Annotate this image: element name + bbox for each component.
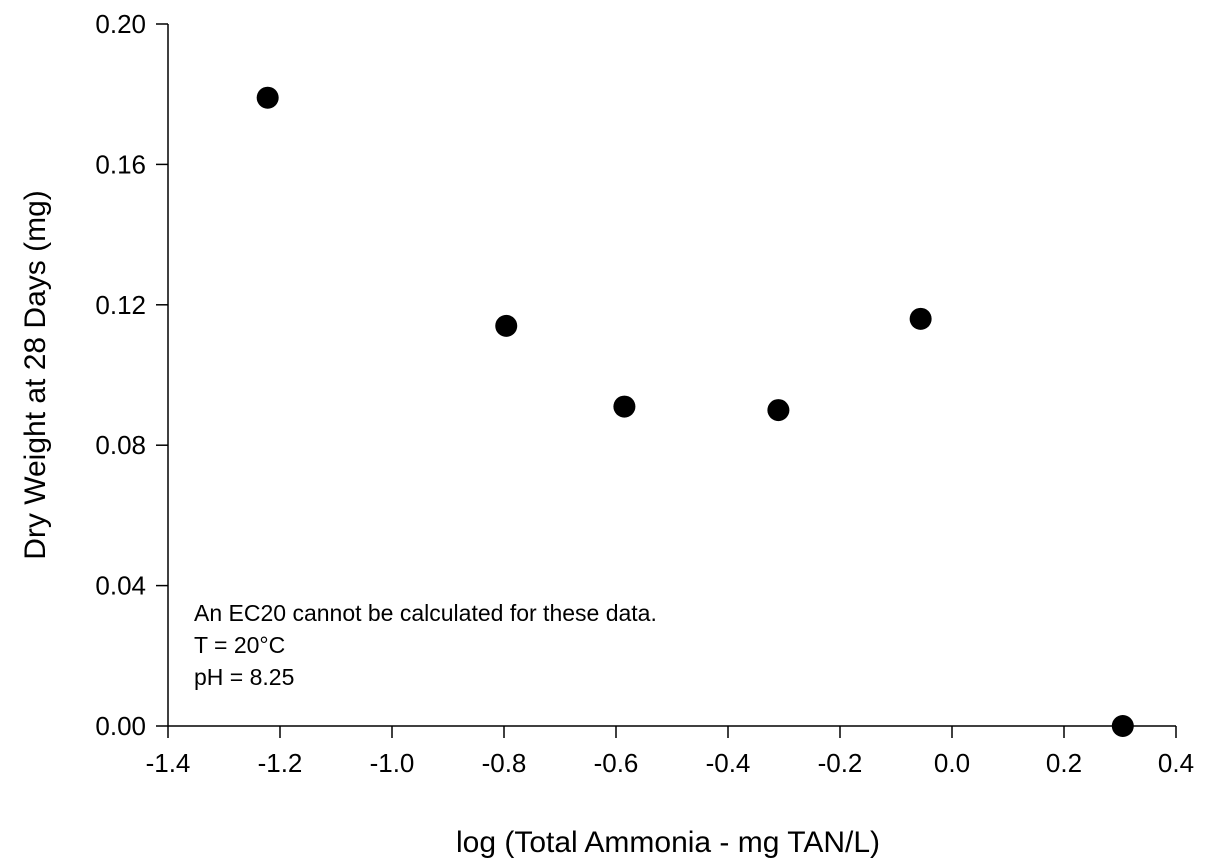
x-tick-label: -0.8 xyxy=(482,748,527,778)
x-tick-label: 0.4 xyxy=(1158,748,1194,778)
x-tick-label: -1.4 xyxy=(146,748,191,778)
y-tick-label: 0.20 xyxy=(95,9,146,39)
data-point xyxy=(909,307,932,330)
data-point xyxy=(767,399,790,422)
x-tick-label: 0.0 xyxy=(934,748,970,778)
x-tick-label: -0.4 xyxy=(706,748,751,778)
y-axis-title: Dry Weight at 28 Days (mg) xyxy=(19,190,52,560)
x-tick-label: -0.2 xyxy=(818,748,863,778)
data-point xyxy=(613,395,636,418)
data-point xyxy=(256,86,279,109)
y-tick-label: 0.08 xyxy=(95,430,146,460)
y-tick-label: 0.16 xyxy=(95,149,146,179)
x-tick-label: -1.2 xyxy=(258,748,303,778)
annotation-line-2: T = 20°C xyxy=(194,632,285,658)
x-tick-label: -0.6 xyxy=(594,748,639,778)
x-axis-title: log (Total Ammonia - mg TAN/L) xyxy=(456,826,880,859)
y-tick-label: 0.04 xyxy=(95,571,146,601)
data-point xyxy=(1111,715,1134,737)
data-points xyxy=(256,86,1134,737)
x-tick-label: 0.2 xyxy=(1046,748,1082,778)
y-tick-label: 0.12 xyxy=(95,290,146,320)
annotation-line-3: pH = 8.25 xyxy=(194,664,294,690)
annotation-block: An EC20 cannot be calculated for these d… xyxy=(194,600,657,690)
x-tick-label: -1.0 xyxy=(370,748,415,778)
annotation-line-1: An EC20 cannot be calculated for these d… xyxy=(194,600,657,626)
x-ticks: -1.4 -1.2 -1.0 -0.8 -0.6 -0.4 -0.2 0.0 0.2 0.4 xyxy=(146,726,1194,778)
axes xyxy=(167,24,1176,727)
data-point xyxy=(495,314,518,337)
y-tick-label: 0.00 xyxy=(95,711,146,741)
y-ticks: 0.00 0.04 0.08 0.12 0.16 0.20 xyxy=(95,9,168,741)
